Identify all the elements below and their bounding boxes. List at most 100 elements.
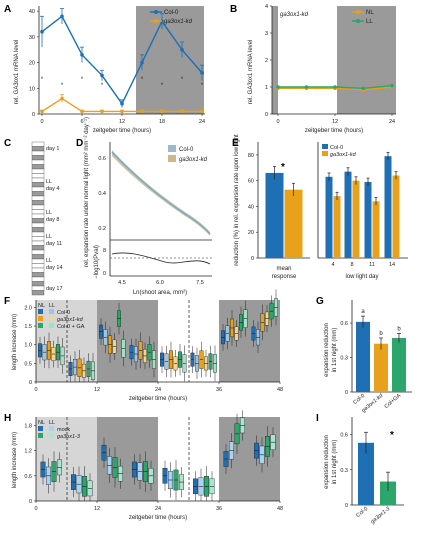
data-point xyxy=(40,29,44,34)
y-tick-label: 20 xyxy=(248,230,254,236)
bars: Col-0 ga3ox1-3 xyxy=(355,431,396,525)
y-tick-label: 0.3 xyxy=(340,356,348,362)
day-light xyxy=(31,150,45,156)
data-point xyxy=(200,71,204,75)
day-light xyxy=(31,249,45,255)
svg-text:0.2: 0.2 xyxy=(98,226,106,232)
y-tick-label: 0.6 xyxy=(24,474,32,480)
bar-1 xyxy=(374,343,388,392)
panel-a: A 0 10 20 30 40 0 6 12 18 24 * * * * * * * * rel. GA3ox… xyxy=(4,4,205,134)
data-point xyxy=(180,109,184,114)
day-night xyxy=(31,209,45,215)
significance-stars: * * * * * * * * xyxy=(41,77,204,89)
legend: NL LL xyxy=(352,10,374,25)
day-night xyxy=(31,290,45,296)
y-tick-label: 4 xyxy=(265,4,268,10)
data-point xyxy=(361,86,366,91)
x-tick-label: 24 xyxy=(155,506,161,512)
col0-curve xyxy=(111,151,211,235)
y-tick-label: 0 xyxy=(345,503,348,509)
x-axis-label: zeitgeber time (hours) xyxy=(93,128,151,134)
y-tick-label: 3 xyxy=(265,31,268,37)
day-light xyxy=(31,267,45,273)
y-tick-label: 0 xyxy=(29,380,32,386)
svg-text:4.5: 4.5 xyxy=(118,280,126,286)
x-tick-label: 12 xyxy=(332,119,338,125)
day-light xyxy=(31,141,45,147)
pvalue-curve xyxy=(111,252,211,265)
svg-text:Col-0 + GA: Col-0 + GA xyxy=(57,324,85,330)
day-night xyxy=(31,146,45,152)
y-tick-label: 80 xyxy=(248,153,254,159)
y-tick-label: 0 xyxy=(32,112,35,118)
bar-mean response-0 xyxy=(265,172,284,258)
legend: NL LL Col-0 ga3ox1-kd Col-0 + GA xyxy=(38,303,85,330)
day-night xyxy=(31,164,45,170)
x-label-mean-1: mean xyxy=(276,266,291,272)
day-light xyxy=(31,258,45,264)
star: * xyxy=(201,83,204,89)
panel-c-label: C xyxy=(4,138,11,149)
y-axis-label: rel. GA3ox1 mRNA level xyxy=(248,40,254,105)
data-point xyxy=(140,60,144,65)
star: * xyxy=(101,83,104,89)
day-night xyxy=(31,191,45,197)
svg-text:LL: LL xyxy=(49,420,55,426)
svg-text:ga3ox1-3: ga3ox1-3 xyxy=(57,434,81,440)
x-tick-label: 12 xyxy=(119,119,125,125)
panel-b-title: ga3ox1-kd xyxy=(280,12,309,18)
day-light xyxy=(31,177,45,183)
y-tick-label: 2 xyxy=(265,58,268,64)
y-axis-ticks: 0 1 2 3 4 xyxy=(265,4,272,118)
x-tick-label: 12 xyxy=(94,506,100,512)
y-tick-label: 10 xyxy=(29,86,35,92)
star: * xyxy=(161,83,164,89)
x-tick-label: Col-0 xyxy=(355,506,369,519)
data-point xyxy=(80,53,84,57)
y-tick-label: 20 xyxy=(29,61,35,67)
x-tick-label: ga3ox1-3 xyxy=(370,505,392,525)
day-night xyxy=(31,281,45,287)
panel-g-label: G xyxy=(316,296,324,307)
x-tick-label: 36 xyxy=(216,506,222,512)
legend: Col-0 ga3ox1-kd xyxy=(150,10,193,25)
day-11-label: day 11 xyxy=(46,241,62,247)
line-series xyxy=(276,83,394,92)
day-light xyxy=(31,240,45,246)
svg-text:Col-0: Col-0 xyxy=(179,147,194,153)
day-8-ll: LL xyxy=(46,210,52,216)
y-tick-label: 40 xyxy=(248,204,254,210)
y-tick-label: 0 xyxy=(29,499,32,505)
svg-text:0.6: 0.6 xyxy=(98,156,106,162)
star: * xyxy=(181,77,184,83)
x-axis-ticks: 0 12 24 xyxy=(276,114,395,125)
y-tick-label: 1.5 xyxy=(24,324,32,330)
y-tick-label: 0 xyxy=(251,256,254,262)
panel-c: C day 1 LL day 4 LL day 8 LL day 11 LL d… xyxy=(4,138,63,296)
day-night xyxy=(31,182,45,188)
x-tick-label: 0 xyxy=(276,119,279,125)
night-shading xyxy=(337,6,396,114)
day-night xyxy=(31,254,45,260)
y-axis-ticks: 0 0.5 1.0 1.5 2.0 xyxy=(24,305,36,386)
data-point xyxy=(390,83,394,88)
panel-f: F 0 0.5 1.0 1.5 2.0 0 12 24 36 48 length increas… xyxy=(4,289,283,402)
y-tick-label: 0 xyxy=(265,112,268,118)
data-point xyxy=(60,14,64,19)
letter-2: b xyxy=(397,326,401,332)
bar-mean response-1 xyxy=(284,189,303,258)
bar-11-1 xyxy=(372,201,380,258)
panel-h-label: H xyxy=(4,413,11,424)
y-axis-label: length increase (mm) xyxy=(12,314,18,370)
panel-f-label: F xyxy=(4,296,10,307)
panel-i: I 0 0.3 0.6 Col-0 ga3ox1-3 * expansion redu… xyxy=(316,413,404,525)
day-17-label: day 17 xyxy=(46,286,63,292)
svg-text:6.0: 6.0 xyxy=(156,280,164,286)
svg-text:ga3ox1-kd: ga3ox1-kd xyxy=(330,152,357,158)
night-shading xyxy=(136,6,204,114)
day-light xyxy=(31,285,45,291)
data-point xyxy=(140,109,144,114)
bar-11-0 xyxy=(364,181,372,258)
